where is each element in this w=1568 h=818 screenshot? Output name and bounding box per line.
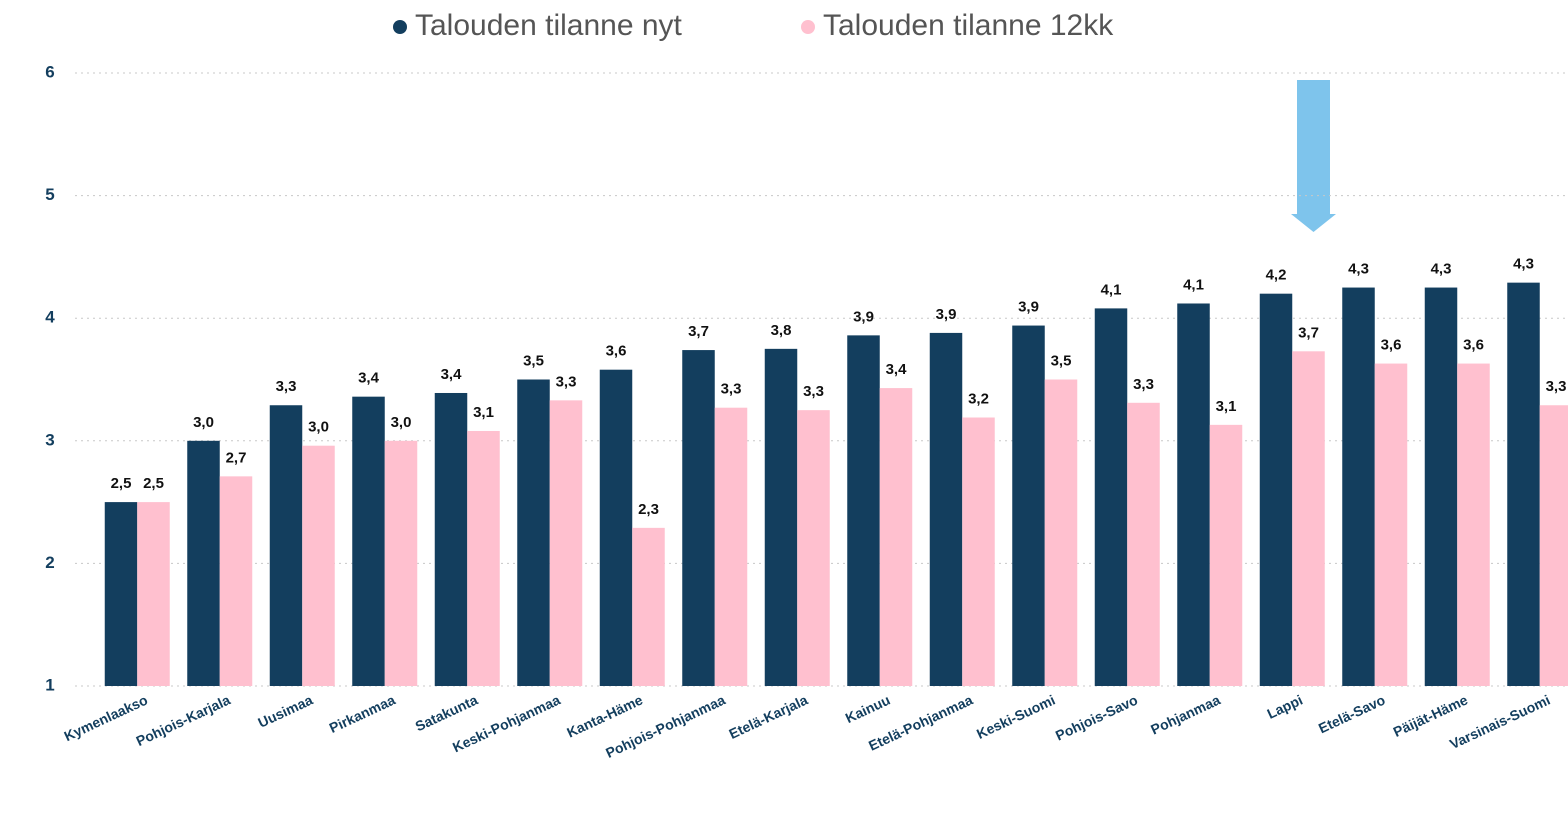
value-label: 3,4 xyxy=(886,361,908,378)
x-tick-label: Etelä-Savo xyxy=(1316,692,1388,737)
value-label: 3,3 xyxy=(1133,376,1154,393)
legend-marker xyxy=(801,20,815,34)
x-tick-label: Pohjois-Savo xyxy=(1053,692,1140,744)
bar xyxy=(352,396,385,686)
value-label: 3,6 xyxy=(606,343,627,360)
bar xyxy=(682,350,715,686)
value-label: 3,6 xyxy=(1463,337,1484,354)
bar xyxy=(187,440,220,686)
value-label: 2,3 xyxy=(638,501,659,518)
value-label: 3,3 xyxy=(276,378,297,395)
legend-label: Talouden tilanne 12kk xyxy=(823,9,1114,42)
value-label: 3,4 xyxy=(441,366,463,383)
bar xyxy=(1012,325,1045,686)
value-label: 4,3 xyxy=(1513,256,1534,273)
value-label: 4,3 xyxy=(1431,261,1452,278)
x-tick-label: Kainuu xyxy=(843,692,893,727)
arrow-head xyxy=(1291,214,1336,232)
value-label: 3,9 xyxy=(1018,299,1039,316)
value-label: 3,5 xyxy=(1051,352,1072,369)
bar xyxy=(1424,287,1458,686)
bar xyxy=(797,410,830,686)
value-label: 3,7 xyxy=(688,323,709,340)
bar xyxy=(1177,303,1210,686)
value-label: 3,3 xyxy=(803,383,824,400)
bar xyxy=(1259,293,1293,686)
x-tick-label: Pirkanmaa xyxy=(327,691,398,736)
value-label: 3,9 xyxy=(936,306,957,323)
value-label: 2,7 xyxy=(226,449,247,466)
bar xyxy=(1507,282,1540,686)
x-tick-label: Pohjois-Karjala xyxy=(133,691,232,749)
value-label: 4,3 xyxy=(1348,261,1369,278)
value-label: 3,0 xyxy=(308,419,329,436)
bar xyxy=(929,332,963,686)
value-label: 3,3 xyxy=(1546,378,1567,395)
value-label: 4,1 xyxy=(1101,281,1122,298)
value-label: 3,7 xyxy=(1298,324,1319,341)
bar xyxy=(599,369,633,686)
value-label: 4,1 xyxy=(1183,276,1204,293)
bar xyxy=(632,527,665,686)
bar xyxy=(137,502,170,686)
value-label: 3,9 xyxy=(853,308,874,325)
arrow-shaft xyxy=(1297,80,1330,214)
bar xyxy=(714,407,748,686)
x-tick-label: Keski-Suomi xyxy=(974,692,1058,742)
bar xyxy=(1374,363,1408,686)
bar xyxy=(1127,402,1160,686)
value-label: 2,5 xyxy=(143,475,164,492)
y-tick-label: 2 xyxy=(45,553,54,572)
value-label: 4,2 xyxy=(1266,267,1287,284)
bar xyxy=(517,379,550,686)
bar xyxy=(104,502,138,686)
bar xyxy=(549,400,583,686)
value-label: 3,6 xyxy=(1381,337,1402,354)
y-tick-label: 4 xyxy=(45,308,55,327)
x-tick-label: Lappi xyxy=(1264,692,1305,722)
y-tick-label: 5 xyxy=(45,185,54,204)
bar xyxy=(847,335,880,686)
y-tick-label: 3 xyxy=(45,430,54,449)
x-tick-label: Uusimaa xyxy=(255,691,315,730)
value-label: 3,0 xyxy=(391,414,412,431)
bar xyxy=(219,476,253,686)
x-tick-label: Etelä-Karjala xyxy=(726,691,810,741)
value-label: 3,2 xyxy=(968,390,989,407)
bar xyxy=(1457,363,1490,686)
bar xyxy=(434,392,468,686)
y-tick-label: 1 xyxy=(45,675,54,694)
bar xyxy=(384,440,418,686)
legend-label: Talouden tilanne nyt xyxy=(415,9,683,42)
value-label: 2,5 xyxy=(111,475,132,492)
legend-marker xyxy=(393,20,407,34)
x-tick-label: Pohjanmaa xyxy=(1148,691,1223,737)
bar xyxy=(1209,424,1243,686)
value-label: 3,8 xyxy=(771,322,792,339)
bar xyxy=(1292,351,1325,686)
value-label: 3,1 xyxy=(473,404,494,421)
annotation-arrow xyxy=(1291,80,1336,232)
value-label: 3,4 xyxy=(358,370,380,387)
y-tick-label: 6 xyxy=(45,62,54,81)
bar xyxy=(1539,405,1568,686)
bar xyxy=(764,348,798,686)
bar xyxy=(1044,379,1078,686)
value-label: 3,5 xyxy=(523,352,544,369)
bar xyxy=(467,430,500,686)
x-tick-label: Satakunta xyxy=(413,691,481,734)
bar xyxy=(302,445,335,686)
bar xyxy=(1094,308,1128,686)
value-label: 3,0 xyxy=(193,414,214,431)
value-label: 3,3 xyxy=(721,381,742,398)
bar xyxy=(1342,287,1375,686)
bar xyxy=(269,405,303,686)
value-label: 3,3 xyxy=(556,373,577,390)
value-label: 3,1 xyxy=(1216,398,1237,415)
bar xyxy=(879,388,913,686)
bar xyxy=(962,417,995,686)
